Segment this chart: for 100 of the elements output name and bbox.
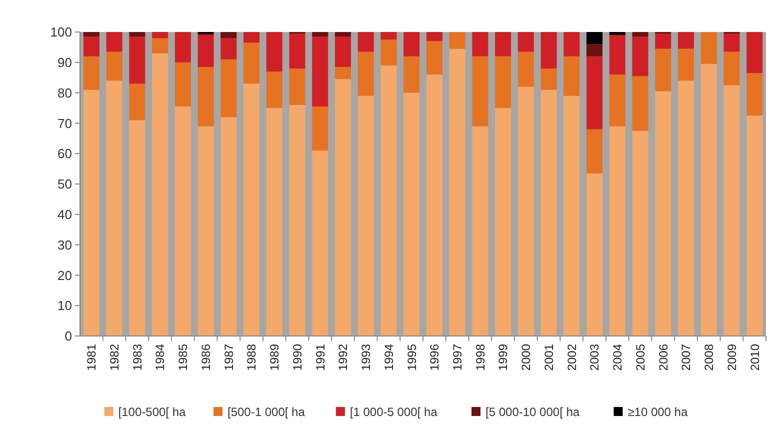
bar [174, 62, 191, 106]
bar [609, 32, 626, 36]
x-tick-label: 1984 [153, 344, 168, 371]
y-tick-label: 40 [58, 206, 72, 222]
y-tick-label: 70 [58, 116, 72, 131]
y-tick-label: 10 [58, 298, 72, 314]
legend-label: ≥10 000 ha [628, 405, 688, 420]
y-tick-label: 60 [58, 146, 72, 162]
bar [289, 104, 306, 336]
y-tick-label: 30 [58, 237, 72, 252]
legend-label: [5 000-10 000[ ha [486, 405, 580, 420]
x-tick-label: 2003 [588, 344, 602, 371]
bar [540, 32, 557, 68]
bar [243, 84, 260, 336]
bar [266, 108, 282, 336]
x-tick-label: 1999 [496, 344, 510, 371]
x-tick-label: 1989 [268, 344, 282, 371]
x-tick-label: 1981 [84, 344, 99, 371]
bar [404, 32, 420, 56]
x-tick-label: 2008 [702, 344, 716, 371]
bar [129, 84, 146, 120]
bar [495, 108, 512, 336]
x-tick-label: 1998 [473, 344, 488, 371]
bar [83, 32, 100, 37]
bar [700, 64, 717, 336]
legend-label: [100-500[ ha [118, 405, 186, 420]
x-tick-label: 2000 [519, 344, 534, 371]
bar [152, 38, 168, 54]
x-tick-label: 2006 [656, 344, 670, 371]
bar [632, 76, 648, 131]
bar [380, 32, 397, 40]
x-tick-label: 1994 [382, 344, 396, 371]
bar [632, 130, 648, 336]
x-tick-label: 2010 [748, 344, 762, 371]
bar [152, 53, 168, 336]
bar [312, 36, 328, 106]
bar [174, 32, 191, 62]
x-tick-label: 1988 [244, 344, 259, 371]
x-tick-label: 2002 [564, 344, 579, 371]
bar [724, 85, 740, 336]
bar [334, 32, 351, 37]
x-tick-label: 2009 [724, 344, 739, 371]
bar [83, 36, 100, 56]
bar [655, 34, 672, 49]
y-tick-label: 100 [50, 24, 72, 40]
bar [312, 32, 328, 37]
bar [129, 36, 146, 84]
bar [586, 173, 603, 336]
bar [312, 150, 328, 336]
bar [678, 32, 694, 49]
bar [129, 120, 146, 336]
bar [83, 90, 100, 336]
bar [609, 35, 626, 75]
x-tick-label: 2001 [542, 344, 556, 371]
bar [106, 32, 122, 52]
x-tick-label: 1987 [222, 344, 236, 371]
x-tick-label: 1992 [336, 344, 350, 371]
bar [334, 79, 351, 336]
bar [700, 32, 717, 64]
legend-label: [500-1 000[ ha [228, 405, 306, 420]
y-tick-label: 80 [58, 85, 72, 100]
bar [334, 36, 351, 67]
x-tick-label: 1997 [450, 344, 464, 371]
bar [449, 48, 466, 336]
x-tick-label: 2004 [610, 344, 625, 371]
bar [106, 52, 122, 81]
bar [472, 32, 488, 56]
x-tick-label: 2005 [633, 344, 648, 371]
bar [426, 32, 442, 42]
bar [586, 32, 603, 44]
bar [380, 65, 397, 336]
bar [586, 56, 603, 130]
y-tick-label: 0 [64, 328, 72, 344]
y-tick-label: 90 [58, 54, 72, 70]
bar [746, 73, 763, 116]
bar [198, 66, 214, 126]
bar [380, 40, 397, 66]
bar [426, 74, 442, 336]
bar [449, 32, 466, 49]
legend-label: [1 000-5 000[ ha [350, 405, 438, 420]
bar [266, 32, 282, 72]
bar [358, 52, 374, 96]
bar [334, 66, 351, 80]
bar [220, 38, 237, 60]
x-tick-label: 1990 [290, 344, 304, 371]
bar [540, 68, 557, 90]
bar [724, 52, 740, 86]
bar [220, 32, 237, 38]
bar [586, 44, 603, 56]
bar [518, 86, 534, 336]
bar [678, 48, 694, 81]
bar [564, 56, 580, 96]
bar [495, 32, 512, 56]
x-tick-label: 1982 [108, 344, 122, 371]
bar [243, 32, 260, 43]
bar [632, 32, 648, 37]
bar [564, 96, 580, 336]
bar [312, 106, 328, 151]
bar [404, 92, 420, 336]
bar [655, 91, 672, 336]
